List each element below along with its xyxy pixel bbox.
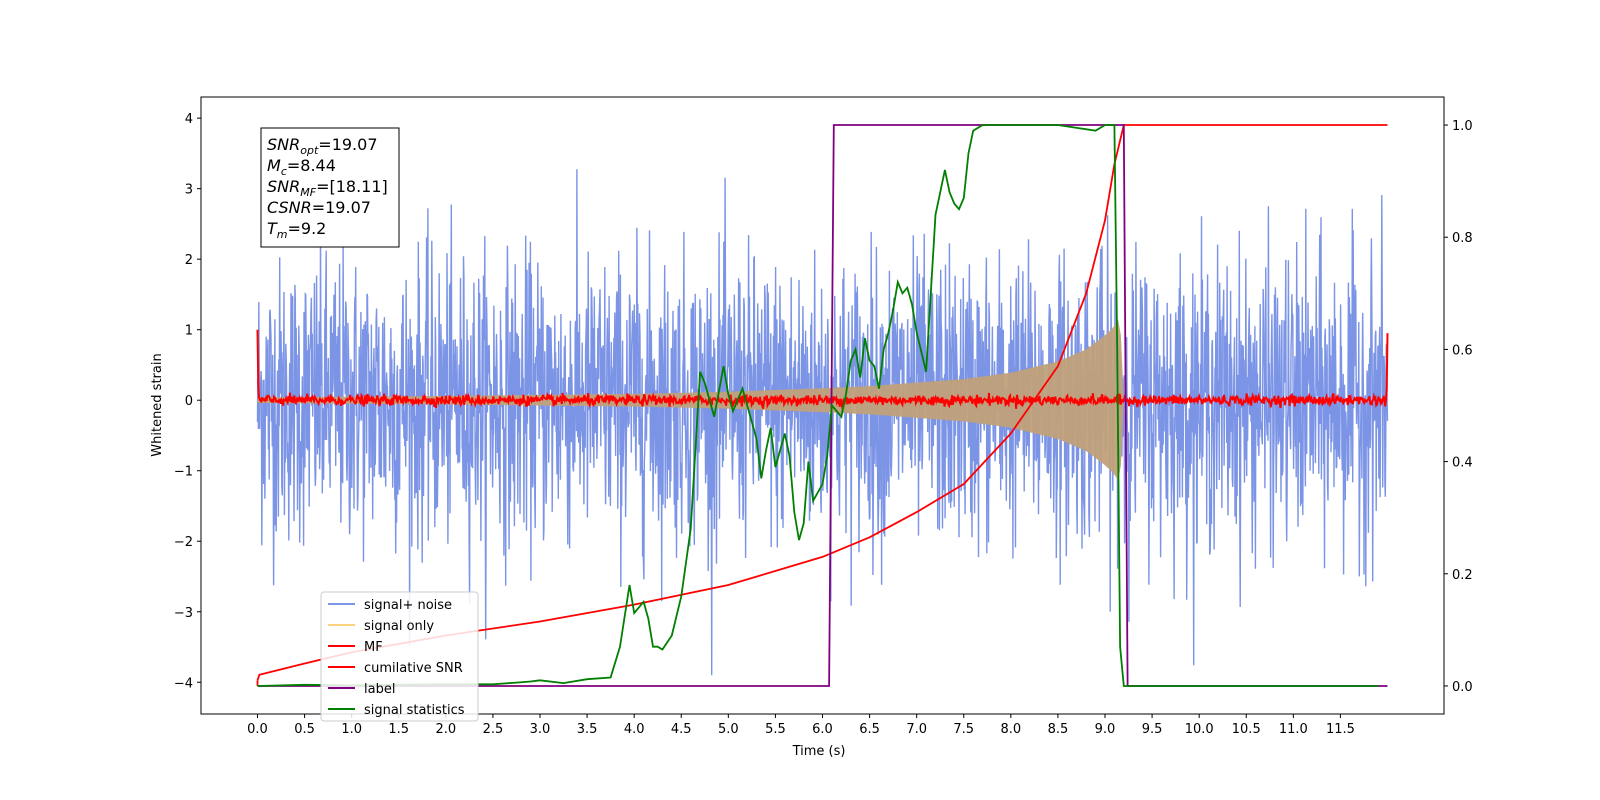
x-tick-label: 3.5 (577, 722, 598, 737)
x-tick-label: 11.5 (1326, 722, 1355, 737)
x-tick-label: 0.5 (294, 722, 315, 737)
legend: signal+ noise signal only MF cumilative SNR… (320, 591, 479, 722)
x-tick-label: 8.0 (1000, 722, 1021, 737)
annotation-line: CSNR=19.07 (267, 198, 371, 217)
y-left-tick-label: −3 (174, 606, 193, 621)
y-right-tick-label: 0.8 (1452, 231, 1473, 246)
legend-frame (320, 591, 479, 722)
x-tick-label: 2.5 (483, 722, 504, 737)
x-tick-label: 9.5 (1142, 722, 1163, 737)
annotation-line: SNRopt=19.07 (267, 135, 378, 157)
x-tick-label: 10.0 (1185, 722, 1214, 737)
y-left-tick-label: 4 (185, 112, 193, 127)
x-tick-label: 1.0 (341, 722, 362, 737)
x-axis: 0.0 0.5 1.0 1.5 2.0 2.5 3.0 3.5 4.0 4.5 5.0 5.5 6.0 6… (247, 714, 1355, 737)
y-left-tick-label: −4 (174, 676, 193, 691)
legend-entry: cumilative SNR (364, 661, 463, 676)
y-right-tick-label: 0.6 (1452, 343, 1473, 358)
x-tick-label: 7.5 (953, 722, 974, 737)
annotation-box: SNRopt=19.07Mc=8.44SNRMF=[18.11]CSNR=19.… (260, 127, 400, 248)
x-tick-label: 5.0 (718, 722, 739, 737)
y-left-tick-label: −2 (174, 535, 193, 550)
y-right-tick-label: 0.4 (1452, 456, 1473, 471)
y-axis-label: Whitened strain (150, 353, 165, 456)
y-left-tick-label: −1 (174, 465, 193, 480)
series-signal-statistics (257, 124, 1379, 687)
series-mf (256, 329, 1389, 410)
y-right-tick-label: 0.0 (1452, 680, 1473, 695)
x-tick-label: 4.0 (624, 722, 645, 737)
y-left-tick-label: 0 (185, 394, 193, 409)
legend-entry: signal+ noise (364, 598, 452, 613)
y-axis-right: 1.0 0.8 0.6 0.4 0.2 0.0 (1444, 119, 1473, 695)
x-tick-label: 3.0 (530, 722, 551, 737)
x-tick-label: 0.0 (247, 722, 268, 737)
x-tick-label: 11.0 (1279, 722, 1308, 737)
x-tick-label: 1.5 (388, 722, 409, 737)
y-right-tick-label: 0.2 (1452, 568, 1473, 583)
annotation-line: SNRMF=[18.11] (267, 177, 388, 199)
y-right-tick-label: 1.0 (1452, 119, 1473, 134)
y-left-tick-label: 2 (185, 253, 193, 268)
y-left-tick-label: 1 (185, 324, 193, 339)
annotation-line: Mc=8.44 (267, 156, 336, 178)
annotation-line: Tm=9.2 (267, 219, 326, 241)
x-tick-label: 10.5 (1232, 722, 1261, 737)
y-axis-left: 4 3 2 1 0 −1 −2 −3 −4 (174, 112, 201, 691)
x-tick-label: 6.0 (812, 722, 833, 737)
legend-entry: MF (364, 640, 383, 655)
x-tick-label: 4.5 (671, 722, 692, 737)
y-left-tick-label: 3 (185, 183, 193, 198)
x-tick-label: 5.5 (765, 722, 786, 737)
x-axis-label: Time (s) (792, 744, 846, 759)
x-tick-label: 2.0 (435, 722, 456, 737)
x-tick-label: 8.5 (1048, 722, 1069, 737)
annotation-frame (260, 127, 400, 248)
legend-entry: label (364, 682, 395, 697)
x-tick-label: 7.0 (906, 722, 927, 737)
legend-entry: signal only (364, 619, 434, 634)
legend-entry: signal statistics (364, 703, 465, 718)
x-tick-label: 6.5 (859, 722, 880, 737)
x-tick-label: 9.0 (1095, 722, 1116, 737)
